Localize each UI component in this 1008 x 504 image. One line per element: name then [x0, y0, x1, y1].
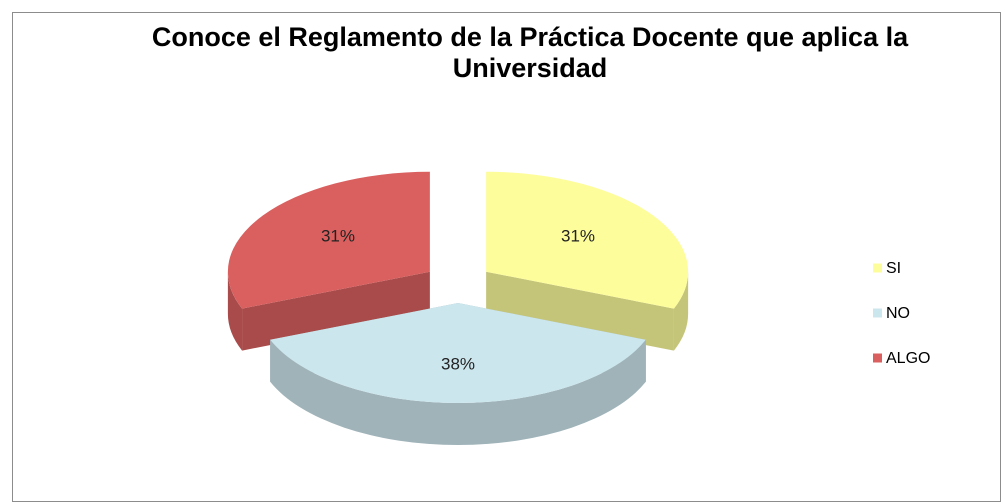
slice-outer-wall [227, 271, 243, 351]
slice [227, 171, 430, 351]
data-label: 31% [561, 226, 595, 245]
title-box: Conoce el Reglamento de la Práctica Doce… [151, 22, 909, 83]
data-label: 38% [441, 354, 475, 373]
legend-label: NO [886, 305, 910, 322]
slice-top [227, 171, 430, 309]
slice-cut-face [242, 271, 430, 351]
legend-swatch [873, 263, 882, 273]
slice-outer-wall [673, 271, 689, 351]
chart-title: Conoce el Reglamento de la Práctica Doce… [151, 22, 909, 83]
slice [486, 171, 689, 351]
legend-swatch [873, 308, 882, 318]
slice-top [486, 171, 689, 309]
slice [270, 303, 646, 445]
slice-outer-wall [270, 339, 646, 445]
slice-top [270, 303, 646, 404]
legend-label: ALGO [886, 350, 930, 367]
slice-cut-face [486, 271, 674, 351]
legend-label: SI [886, 260, 901, 277]
data-label: 31% [321, 226, 355, 245]
legend-swatch [873, 353, 882, 363]
